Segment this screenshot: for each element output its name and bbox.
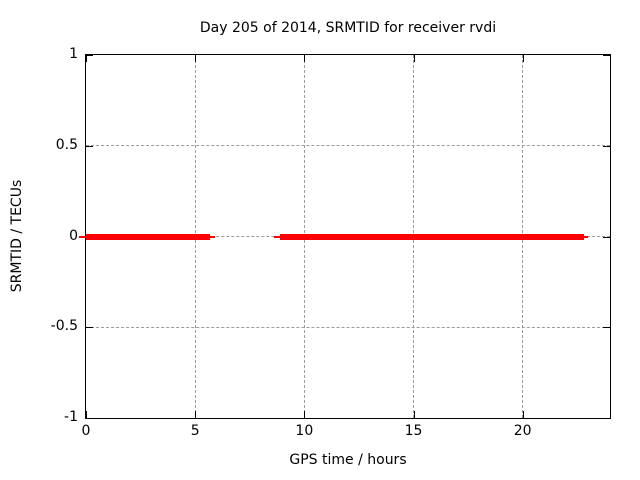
data-segment bbox=[86, 233, 211, 240]
y-tick-mark bbox=[603, 146, 610, 147]
x-tick-label: 20 bbox=[513, 423, 532, 439]
y-tick-label: 0 bbox=[69, 227, 78, 244]
y-tick-mark bbox=[603, 55, 610, 56]
y-tick-mark bbox=[86, 418, 93, 419]
x-tick-mark bbox=[86, 411, 87, 418]
data-segment bbox=[280, 233, 584, 240]
x-tick-mark bbox=[195, 411, 196, 418]
x-tick-mark bbox=[195, 55, 196, 62]
x-tick-mark bbox=[523, 411, 524, 418]
plot-area bbox=[79, 54, 611, 419]
x-tick-mark bbox=[304, 55, 305, 62]
x-tick-label: 0 bbox=[81, 423, 91, 439]
y-tick-label: -1 bbox=[64, 409, 78, 425]
y-tick-mark bbox=[86, 327, 93, 328]
y-tick-label: -0.5 bbox=[50, 318, 78, 335]
grid-line-horizontal bbox=[86, 145, 610, 147]
x-tick-label: 10 bbox=[295, 423, 314, 439]
chart-title: Day 205 of 2014, SRMTID for receiver rvd… bbox=[199, 20, 497, 36]
y-tick-mark bbox=[603, 237, 610, 238]
x-tick-mark bbox=[304, 411, 305, 418]
grid-line-horizontal bbox=[86, 326, 610, 328]
y-tick-label: 1 bbox=[69, 46, 78, 62]
y-tick-mark bbox=[603, 327, 610, 328]
x-axis-label: GPS time / hours bbox=[289, 452, 407, 468]
x-tick-mark bbox=[523, 55, 524, 62]
x-tick-label: 15 bbox=[404, 423, 423, 439]
x-tick-mark bbox=[414, 55, 415, 62]
y-tick-mark bbox=[86, 146, 93, 147]
y-tick-mark bbox=[86, 55, 93, 56]
x-tick-label: 5 bbox=[190, 423, 200, 439]
x-tick-mark bbox=[414, 411, 415, 418]
y-tick-mark bbox=[603, 418, 610, 419]
x-tick-mark bbox=[86, 55, 87, 62]
y-tick-label: 0.5 bbox=[55, 136, 78, 153]
